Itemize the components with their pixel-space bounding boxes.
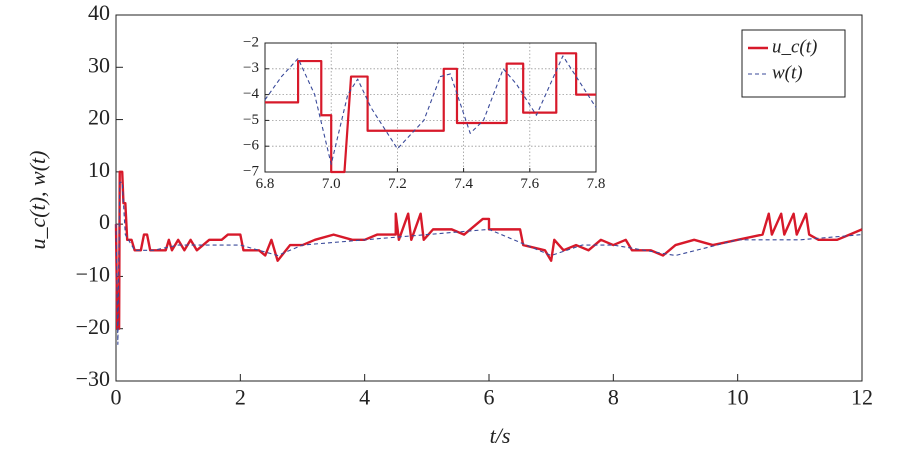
legend-label: u_c(t): [772, 36, 817, 57]
x-tick-label: 7.8: [587, 176, 606, 192]
plot-frame: [115, 14, 863, 382]
x-tick-label: 10: [727, 385, 749, 410]
y-tick-label: −10: [76, 261, 110, 286]
y-tick-label: 10: [88, 157, 110, 182]
x-tick-label: 0: [111, 385, 122, 410]
x-tick-label: 12: [851, 385, 873, 410]
x-tick-label: 7.2: [388, 176, 407, 192]
x-tick-label: 7.0: [322, 176, 341, 192]
x-axis-label: t/s: [490, 423, 511, 448]
y-tick-label: −7: [243, 163, 259, 179]
y-tick-label: 30: [88, 52, 110, 77]
y-tick-label: 40: [88, 0, 110, 25]
x-tick-label: 4: [359, 385, 370, 410]
y-tick-label: −30: [76, 366, 110, 391]
series-line: [114, 170, 863, 330]
legend-label: w(t): [772, 62, 803, 83]
y-tick-label: −6: [243, 138, 259, 154]
series-line: [265, 52, 596, 174]
series-line: [115, 181, 863, 345]
x-tick-label: 6.8: [256, 176, 275, 192]
x-tick-label: 6: [484, 385, 495, 410]
y-tick-label: 20: [88, 105, 110, 130]
x-tick-label: 2: [235, 385, 246, 410]
x-tick-label: 7.4: [454, 176, 473, 192]
y-axis-label: u_c(t), w(t): [25, 151, 50, 250]
y-tick-label: −5: [243, 112, 259, 128]
y-tick-label: −3: [243, 60, 259, 76]
inset-background: [265, 43, 596, 172]
x-tick-label: 8: [608, 385, 619, 410]
legend-box: [741, 29, 846, 98]
x-tick-label: 7.6: [520, 176, 539, 192]
y-tick-label: −2: [243, 34, 259, 50]
y-tick-label: 0: [99, 209, 110, 234]
series-line: [264, 55, 597, 165]
y-tick-label: −4: [243, 86, 259, 102]
y-tick-label: −20: [76, 314, 110, 339]
